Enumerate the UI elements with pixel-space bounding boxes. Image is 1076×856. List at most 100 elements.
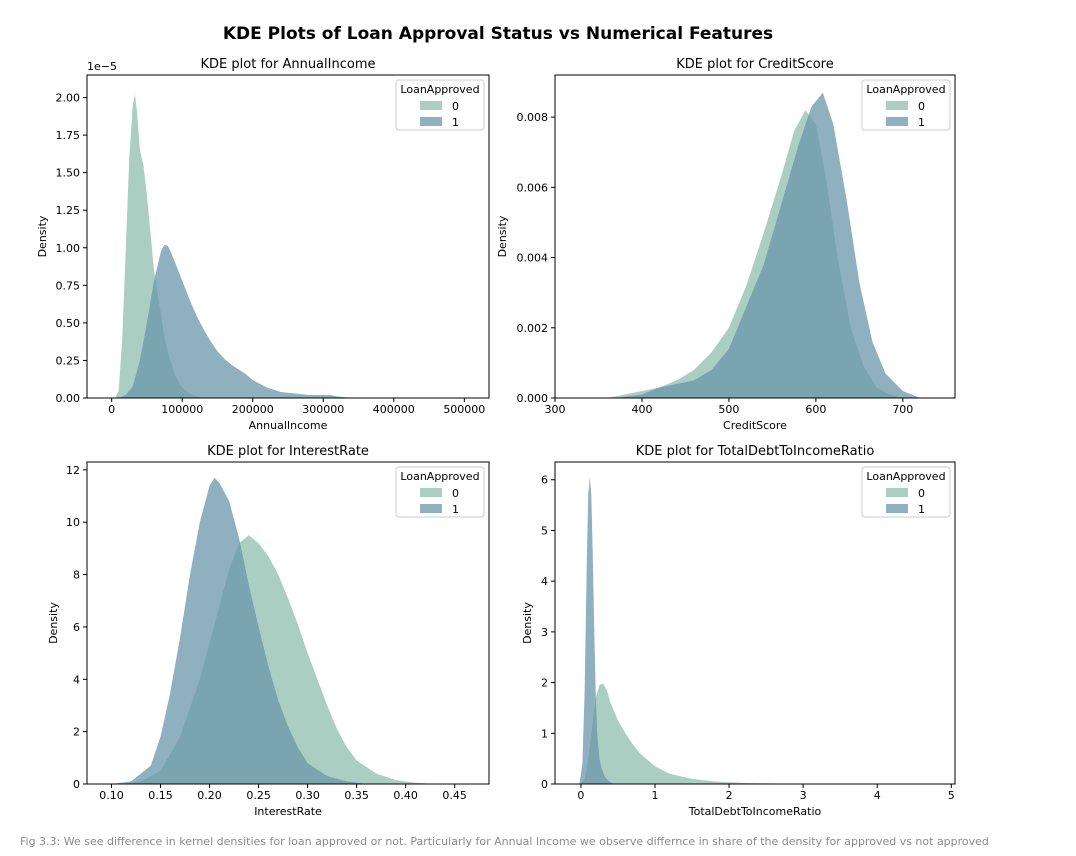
- y-tick-label: 2.00: [56, 92, 81, 105]
- x-axis-label: AnnualIncome: [249, 419, 328, 432]
- panel-title: KDE plot for InterestRate: [207, 444, 369, 459]
- x-tick-label: 500000: [443, 403, 485, 416]
- density-area-class-1: [111, 477, 367, 784]
- y-tick-label: 2: [541, 677, 548, 690]
- x-tick-label: 0.45: [442, 789, 467, 802]
- legend-title: LoanApproved: [866, 470, 945, 483]
- panel-title: KDE plot for TotalDebtToIncomeRatio: [636, 444, 875, 459]
- x-axis-label: InterestRate: [254, 805, 322, 818]
- x-tick-label: 600: [805, 403, 826, 416]
- axes-frame: [554, 74, 956, 399]
- legend: LoanApproved 0 1: [395, 79, 485, 131]
- legend-swatch-1: [886, 117, 908, 126]
- y-tick-label: 10: [66, 516, 80, 529]
- density-area-class-1: [579, 477, 615, 784]
- legend-swatch-1: [420, 117, 442, 126]
- y-tick-label: 3: [541, 626, 548, 639]
- x-tick-label: 0.10: [99, 789, 124, 802]
- x-tick-label: 500: [718, 403, 739, 416]
- x-tick-label: 0.30: [295, 789, 320, 802]
- legend-label-0: 0: [452, 487, 459, 500]
- x-tick-label: 2: [726, 789, 733, 802]
- x-tick-label: 300: [545, 403, 566, 416]
- legend-label-1: 1: [918, 503, 925, 516]
- y-tick-label: 1.00: [56, 242, 81, 255]
- figure-caption: Fig 3.3: We see difference in kernel den…: [20, 835, 989, 848]
- legend-label-0: 0: [452, 100, 459, 113]
- figure-title: KDE Plots of Loan Approval Status vs Num…: [222, 24, 774, 44]
- x-tick-label: 0: [577, 789, 584, 802]
- x-tick-label: 5: [948, 789, 955, 802]
- density-area-class-0: [115, 94, 204, 398]
- y-tick-label: 6: [73, 621, 80, 634]
- legend: LoanApproved 0 1: [861, 466, 951, 518]
- y-tick-label: 0.004: [517, 252, 549, 265]
- y-tick-label: 0.25: [56, 354, 81, 367]
- legend-label-1: 1: [452, 116, 459, 129]
- x-axis-label: TotalDebtToIncomeRatio: [688, 805, 822, 818]
- x-tick-label: 700: [892, 403, 913, 416]
- density-area-class-0: [580, 683, 804, 784]
- x-tick-label: 400000: [373, 403, 415, 416]
- x-tick-label: 200000: [232, 403, 274, 416]
- x-tick-label: 0.35: [344, 789, 369, 802]
- axes-frame: [86, 461, 490, 785]
- y-axis-label: Density: [496, 215, 509, 257]
- y-axis-label: Density: [47, 602, 60, 644]
- y-tick-label: 0.000: [517, 392, 549, 405]
- y-tick-label: 4: [73, 673, 80, 686]
- legend-swatch-0: [886, 101, 908, 110]
- x-tick-label: 3: [800, 789, 807, 802]
- y-tick-label: 0.008: [517, 111, 549, 124]
- y-axis-label: Density: [36, 215, 49, 257]
- y-tick-label: 4: [541, 575, 548, 588]
- x-tick-label: 400: [631, 403, 652, 416]
- x-tick-label: 0: [108, 403, 115, 416]
- legend-swatch-1: [886, 504, 908, 513]
- y-tick-label: 0.75: [56, 279, 81, 292]
- y-tick-label: 2: [73, 726, 80, 739]
- legend-label-0: 0: [918, 487, 925, 500]
- legend-title: LoanApproved: [866, 83, 945, 96]
- y-tick-label: 5: [541, 524, 548, 537]
- y-tick-label: 0.00: [56, 392, 81, 405]
- x-tick-label: 0.20: [197, 789, 222, 802]
- y-tick-label: 0: [73, 778, 80, 791]
- y-tick-label: 0: [541, 778, 548, 791]
- x-axis-label: CreditScore: [723, 419, 787, 432]
- legend-title: LoanApproved: [400, 83, 479, 96]
- y-tick-label: 1.25: [56, 204, 81, 217]
- legend-swatch-1: [420, 504, 442, 513]
- legend-label-1: 1: [918, 116, 925, 129]
- y-axis-label: Density: [521, 602, 534, 644]
- panel-title: KDE plot for CreditScore: [676, 57, 833, 72]
- legend-swatch-0: [886, 488, 908, 497]
- axes-frame: [554, 461, 956, 785]
- y-tick-label: 6: [541, 474, 548, 487]
- legend-label-1: 1: [452, 503, 459, 516]
- legend-swatch-0: [420, 488, 442, 497]
- y-tick-label: 0.002: [517, 322, 549, 335]
- x-tick-label: 0.25: [246, 789, 271, 802]
- y-tick-label: 1: [541, 727, 548, 740]
- y-offset-label: 1e−5: [87, 60, 117, 73]
- x-tick-label: 0.40: [393, 789, 418, 802]
- x-tick-label: 300000: [302, 403, 344, 416]
- panel-title: KDE plot for AnnualIncome: [201, 57, 376, 72]
- y-tick-label: 0.50: [56, 317, 81, 330]
- density-area-class-1: [118, 244, 359, 398]
- legend-title: LoanApproved: [400, 470, 479, 483]
- legend-label-0: 0: [918, 100, 925, 113]
- legend: LoanApproved 0 1: [395, 466, 485, 518]
- y-tick-label: 0.006: [517, 181, 549, 194]
- x-tick-label: 100000: [161, 403, 203, 416]
- x-tick-label: 1: [652, 789, 659, 802]
- y-tick-label: 8: [73, 569, 80, 582]
- y-tick-label: 12: [66, 464, 80, 477]
- y-tick-label: 1.50: [56, 167, 81, 180]
- legend: LoanApproved 0 1: [861, 79, 951, 131]
- density-area-class-1: [615, 92, 921, 398]
